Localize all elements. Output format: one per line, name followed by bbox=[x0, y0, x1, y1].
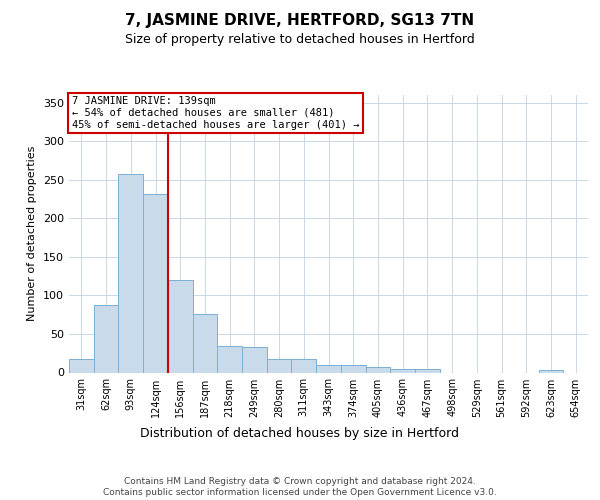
Bar bbox=[168, 280, 193, 372]
Bar bbox=[316, 365, 341, 372]
Text: Distribution of detached houses by size in Hertford: Distribution of detached houses by size … bbox=[140, 428, 460, 440]
Text: Size of property relative to detached houses in Hertford: Size of property relative to detached ho… bbox=[125, 32, 475, 46]
Text: Contains HM Land Registry data © Crown copyright and database right 2024.
Contai: Contains HM Land Registry data © Crown c… bbox=[103, 478, 497, 497]
Bar bbox=[390, 368, 415, 372]
Bar bbox=[292, 358, 316, 372]
Bar bbox=[217, 346, 242, 372]
Bar bbox=[341, 365, 365, 372]
Bar bbox=[69, 358, 94, 372]
Bar bbox=[94, 304, 118, 372]
Bar bbox=[539, 370, 563, 372]
Text: 7, JASMINE DRIVE, HERTFORD, SG13 7TN: 7, JASMINE DRIVE, HERTFORD, SG13 7TN bbox=[125, 12, 475, 28]
Bar bbox=[193, 314, 217, 372]
Bar bbox=[365, 367, 390, 372]
Y-axis label: Number of detached properties: Number of detached properties bbox=[28, 146, 37, 322]
Bar bbox=[143, 194, 168, 372]
Text: 7 JASMINE DRIVE: 139sqm
← 54% of detached houses are smaller (481)
45% of semi-d: 7 JASMINE DRIVE: 139sqm ← 54% of detache… bbox=[71, 96, 359, 130]
Bar bbox=[415, 370, 440, 372]
Bar bbox=[267, 358, 292, 372]
Bar bbox=[242, 347, 267, 372]
Bar bbox=[118, 174, 143, 372]
